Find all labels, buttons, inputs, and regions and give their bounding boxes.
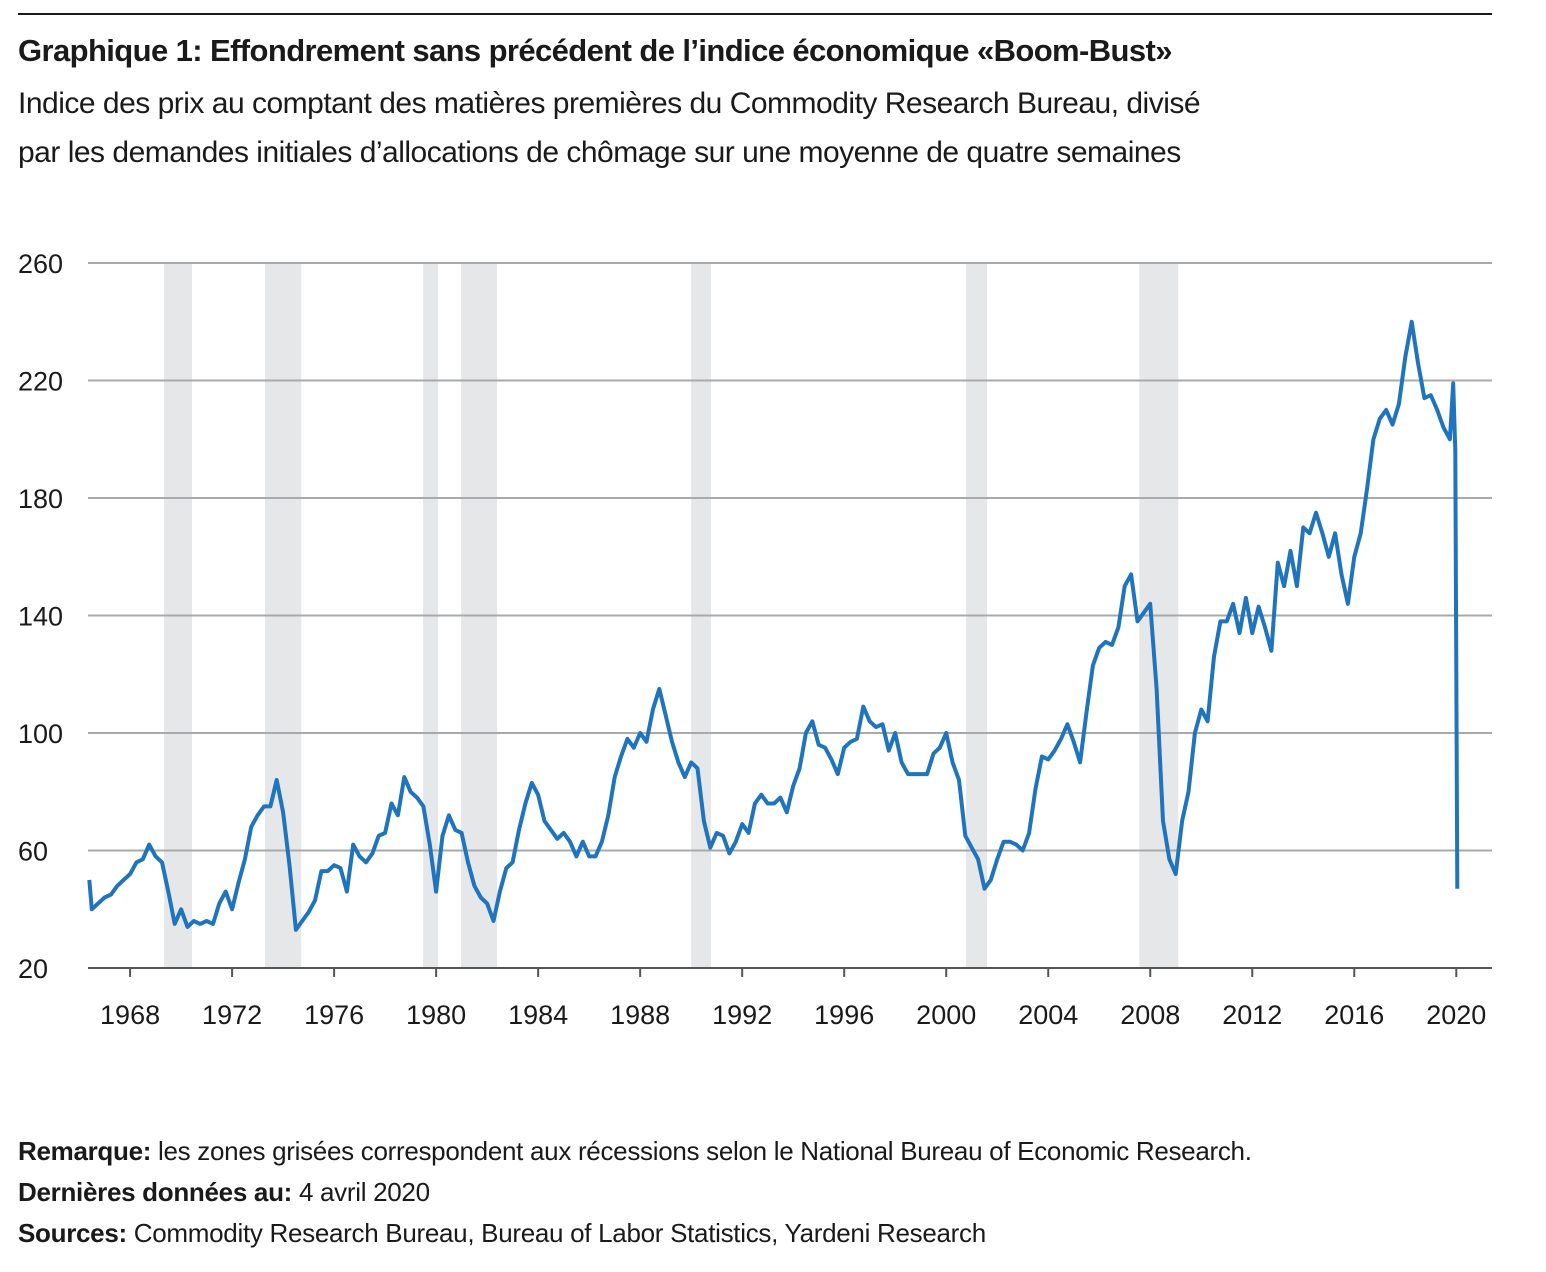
- y-tick-label: 260: [18, 249, 63, 279]
- x-tick-label: 2008: [1120, 1000, 1180, 1030]
- subtitle: par les demandes initiales d’allocations…: [18, 136, 1181, 169]
- note-text: les zones grisées correspondent aux réce…: [151, 1136, 1252, 1166]
- x-tick-label: 2000: [916, 1000, 976, 1030]
- x-tick-label: 1984: [508, 1000, 568, 1030]
- x-tick-label: 1968: [100, 1000, 160, 1030]
- note-text: Commodity Research Bureau, Bureau of Lab…: [127, 1218, 986, 1248]
- x-tick-label: 2016: [1324, 1000, 1384, 1030]
- y-tick-label: 20: [18, 954, 48, 984]
- note-label: Sources:: [18, 1218, 127, 1248]
- x-tick-label: 1992: [712, 1000, 772, 1030]
- y-tick-label: 220: [18, 367, 63, 397]
- note-text: 4 avril 2020: [292, 1177, 430, 1207]
- note-label: Dernières données au:: [18, 1177, 292, 1207]
- x-tick-label: 1996: [814, 1000, 874, 1030]
- note: Dernières données au: 4 avril 2020: [18, 1177, 430, 1207]
- note: Sources: Commodity Research Bureau, Bure…: [18, 1218, 986, 1248]
- x-tick-label: 1972: [202, 1000, 262, 1030]
- y-tick-label: 140: [18, 602, 63, 632]
- x-tick-label: 2012: [1222, 1000, 1282, 1030]
- data-line: [87, 319, 1460, 932]
- subtitle: Indice des prix au comptant des matières…: [18, 87, 1200, 120]
- y-tick-label: 60: [18, 837, 48, 867]
- chart-title: Graphique 1: Effondrement sans précédent…: [18, 33, 1172, 68]
- x-tick-label: 2020: [1426, 1000, 1486, 1030]
- y-tick-label: 100: [18, 719, 63, 749]
- x-tick-label: 1988: [610, 1000, 670, 1030]
- y-tick-label: 180: [18, 484, 63, 514]
- x-tick-label: 2004: [1018, 1000, 1078, 1030]
- note-label: Remarque:: [18, 1136, 151, 1166]
- note: Remarque: les zones grisées corresponden…: [18, 1136, 1252, 1166]
- x-tick-label: 1976: [304, 1000, 364, 1030]
- x-tick-label: 1980: [406, 1000, 466, 1030]
